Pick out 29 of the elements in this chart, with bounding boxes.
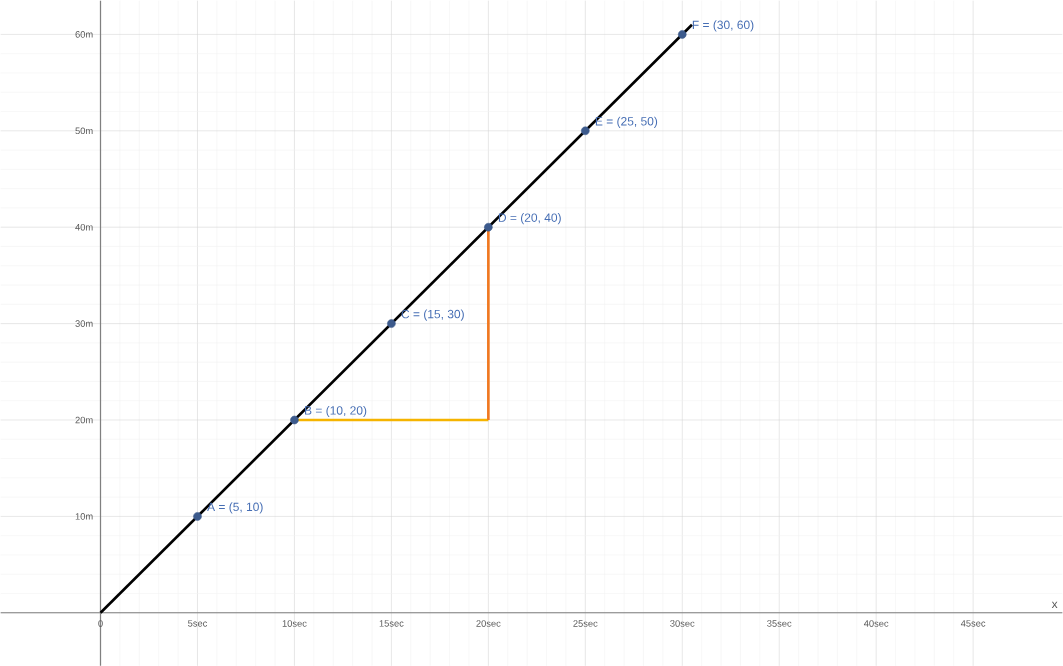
x-axis-title: x [1051,601,1058,608]
y-tick-label: 20m [75,416,93,424]
point [193,511,202,521]
point [581,126,590,135]
x-tick-label: 10sec [282,619,307,627]
x-tick-label: 45sec [960,619,986,627]
x-tick-label: 0 [98,619,103,627]
annotation: F = (30, 60) [692,20,754,32]
x-tick-label: 15sec [379,619,404,627]
x-tick-label: 25sec [573,619,598,627]
annotation: E = (25, 50) [595,116,658,128]
point [387,319,396,328]
y-tick-label: 40m [75,223,93,231]
y-tick-label: 60m [75,30,93,38]
x-tick-label: 30sec [670,619,695,627]
y-tick-label: 50m [75,127,93,134]
point [678,29,687,39]
y-tick-label: 30m [75,320,93,327]
point [290,415,299,425]
annotation: A = (5, 10) [207,502,263,514]
annotation: B = (10, 20) [305,405,367,417]
x-tick-label: 35sec [767,619,792,627]
annotation: C = (15, 30) [401,309,464,321]
x-tick-label: 20sec [476,619,501,627]
x-tick-label: 5sec [188,619,208,627]
annotation: D = (20, 40) [498,212,561,225]
point [484,222,493,232]
y-tick-label: 10m [75,512,93,520]
x-tick-label: 40sec [863,619,889,627]
